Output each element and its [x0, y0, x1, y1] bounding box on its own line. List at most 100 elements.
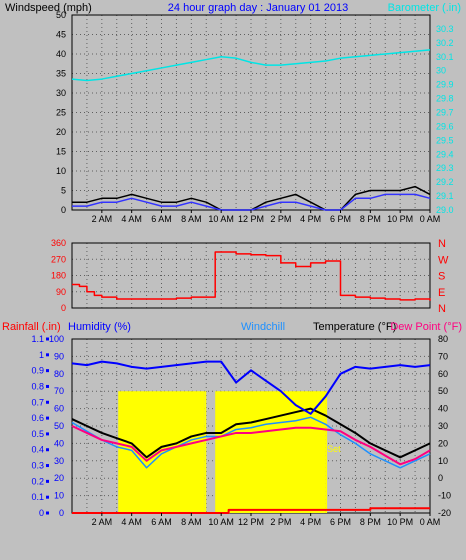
- barometer-ytick-label: 29.1: [436, 191, 454, 201]
- rainfall-line: [72, 507, 430, 514]
- windspeed-ytick-label: 10: [56, 166, 66, 176]
- barometer-ytick-label: 29.4: [436, 149, 454, 159]
- rainfall-tick-mark: [46, 464, 49, 468]
- barometer-ytick-label: 30: [436, 66, 446, 76]
- rainfall-ytick-label: 0.7: [31, 397, 44, 407]
- barometer-ytick-label: 30.3: [436, 24, 454, 34]
- rainfall-ytick-label: 0.1: [31, 492, 44, 502]
- humidity-ytick-label: 0: [59, 508, 64, 518]
- rainfall-tick-mark: [46, 511, 49, 515]
- rainfall-axis-label: Rainfall (.in): [2, 321, 61, 333]
- direction-compass-label: W: [438, 254, 449, 266]
- temp-panel-xtick-label: 10 AM: [208, 517, 234, 527]
- temperature-ytick-label: 50: [438, 386, 448, 396]
- rainfall-tick-mark: [46, 495, 49, 499]
- wind-panel-xtick-label: 2 AM: [92, 214, 113, 224]
- sunshine-bar: [118, 391, 205, 513]
- rainfall-tick-mark: [46, 479, 49, 483]
- barometer-axis-label: Barometer (.in): [388, 2, 461, 14]
- humidity-ytick-label: 10: [54, 491, 64, 501]
- temperature-ytick-label: 70: [438, 351, 448, 361]
- windspeed-axis-label: Windspeed (mph): [5, 2, 92, 14]
- humidity-ytick-label: 50: [54, 421, 64, 431]
- direction-ytick-label: 0: [61, 303, 66, 313]
- chart-title: 24 hour graph day : January 01 2013: [168, 2, 348, 14]
- direction-line: [72, 251, 431, 301]
- rainfall-tick-mark: [46, 369, 49, 373]
- barometer-ytick-label: 30.1: [436, 52, 454, 62]
- barometer-ytick-label: 29.8: [436, 94, 454, 104]
- barometer-ytick-label: 29.3: [436, 163, 454, 173]
- temperature-line: [71, 407, 431, 459]
- temperature-ytick-label: 0: [438, 473, 443, 483]
- dewpoint-axis-label: Dew Point (°F): [390, 321, 462, 333]
- dewpoint-line: [71, 425, 431, 466]
- windspeed-ytick-label: 45: [56, 30, 66, 40]
- windchill-label: Windchill: [241, 321, 285, 333]
- wind-panel-xtick-label: 6 AM: [151, 214, 172, 224]
- rainfall-tick-mark: [46, 384, 49, 388]
- humidity-ytick-label: 80: [54, 369, 64, 379]
- wind-panel-xtick-label: 6 PM: [330, 214, 351, 224]
- temperature-ytick-label: 60: [438, 369, 448, 379]
- wind-panel-xtick-label: 2 PM: [270, 214, 291, 224]
- rainfall-tick-mark: [46, 337, 49, 341]
- wind-panel-xtick-label: 0 AM: [420, 214, 441, 224]
- barometer-ytick-label: 30.2: [436, 38, 454, 48]
- temperature-ytick-label: 10: [438, 456, 448, 466]
- temp-panel-xtick-label: 4 AM: [121, 517, 142, 527]
- direction-ytick-label: 270: [51, 254, 66, 264]
- temperature-axis-label: Temperature (°F): [313, 321, 396, 333]
- rainfall-tick-mark: [46, 432, 49, 436]
- temperature-ytick-label: -20: [438, 508, 451, 518]
- temp-panel-xtick-label: 6 PM: [330, 517, 351, 527]
- rainfall-ytick-label: 1: [39, 350, 44, 360]
- rainfall-ytick-label: 0.8: [31, 381, 44, 391]
- temp-panel-xtick-label: 8 PM: [360, 517, 381, 527]
- rainfall-tick-mark: [46, 448, 49, 452]
- windspeed-ytick-label: 5: [61, 186, 66, 196]
- temperature-ytick-label: -10: [438, 491, 451, 501]
- humidity-ytick-label: 20: [54, 473, 64, 483]
- humidity-axis-label: Humidity (%): [68, 321, 131, 333]
- rainfall-tick-mark: [46, 416, 49, 420]
- temperature-ytick-label: 30: [438, 421, 448, 431]
- direction-ytick-label: 90: [56, 287, 66, 297]
- barometer-ytick-label: 29.6: [436, 121, 454, 131]
- windspeed-ytick-label: 25: [56, 108, 66, 118]
- wind-panel-xtick-label: 4 PM: [300, 214, 321, 224]
- temperature-ytick-label: 20: [438, 438, 448, 448]
- barometer-ytick-label: 29.9: [436, 80, 454, 90]
- barometer-ytick-label: 29.7: [436, 108, 454, 118]
- humidity-ytick-label: 60: [54, 404, 64, 414]
- temp-panel-xtick-label: 8 AM: [181, 517, 202, 527]
- direction-compass-label: S: [438, 271, 445, 283]
- humidity-ytick-label: 100: [49, 334, 64, 344]
- temp-panel-xtick-label: 0 AM: [420, 517, 441, 527]
- barometer-ytick-label: 29.2: [436, 177, 454, 187]
- wind-panel-xtick-label: 8 AM: [181, 214, 202, 224]
- humidity-line: [71, 360, 431, 415]
- sunset-label: Set: [327, 444, 341, 454]
- windspeed-ytick-label: 0: [61, 205, 66, 215]
- rainfall-ytick-label: 0.3: [31, 461, 44, 471]
- temp-panel-xtick-label: 2 PM: [270, 517, 291, 527]
- rainfall-ytick-label: 0.2: [31, 476, 44, 486]
- wind-panel-xtick-label: 10 AM: [208, 214, 234, 224]
- windchill-line: [71, 416, 431, 469]
- rainfall-ytick-label: 1.1: [31, 334, 44, 344]
- direction-ytick-label: 360: [51, 238, 66, 248]
- windspeed-ytick-label: 20: [56, 127, 66, 137]
- temperature-ytick-label: 40: [438, 404, 448, 414]
- rainfall-tick-mark: [46, 400, 49, 404]
- wind-panel-xtick-label: 4 AM: [121, 214, 142, 224]
- sunshine-bar: [204, 391, 207, 513]
- barometer-ytick-label: 29.5: [436, 135, 454, 145]
- windspeed-ytick-label: 15: [56, 147, 66, 157]
- rainfall-ytick-label: 0.4: [31, 445, 44, 455]
- humidity-ytick-label: 30: [54, 456, 64, 466]
- rainfall-ytick-label: 0.9: [31, 366, 44, 376]
- humidity-ytick-label: 90: [54, 351, 64, 361]
- rainfall-tick-mark: [46, 353, 49, 357]
